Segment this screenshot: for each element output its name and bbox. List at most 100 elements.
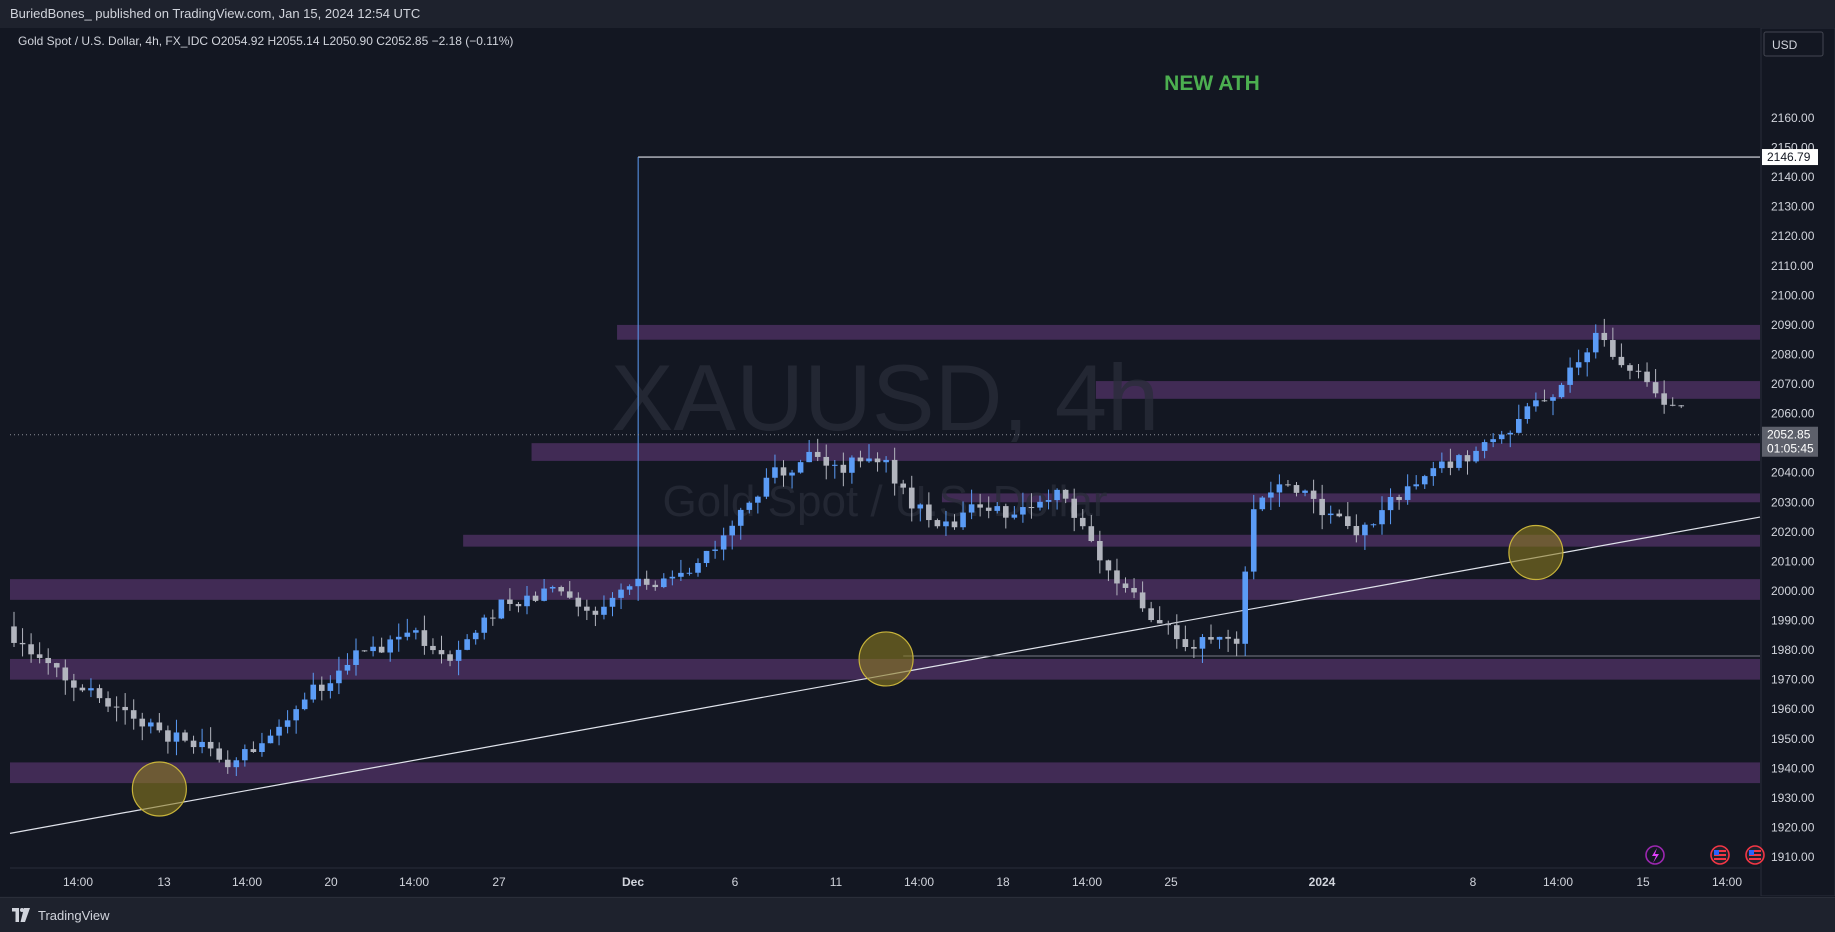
candle-body: [284, 720, 291, 727]
zone-4: [463, 534, 1760, 547]
candle-body: [900, 483, 906, 488]
candle-body: [113, 706, 120, 708]
candle-body: [1618, 356, 1625, 366]
candle-body: [1062, 489, 1069, 499]
candle-body: [823, 456, 830, 466]
candle-body: [729, 525, 735, 536]
candle-body: [951, 521, 958, 528]
candle-body: [558, 587, 564, 592]
candle-body: [1225, 636, 1231, 639]
candle-body: [1567, 367, 1573, 385]
candle-body: [1250, 509, 1257, 572]
y-tick-label: 2000.00: [1771, 584, 1815, 598]
price-scale[interactable]: 1910.00 1920.00 1930.00 1940.00 1950.00 1960.…: [1771, 111, 1815, 864]
candle-body: [1516, 419, 1522, 433]
candle-body: [1191, 647, 1197, 649]
lightning-icon[interactable]: [1645, 845, 1665, 865]
candle-body: [1550, 397, 1556, 401]
tradingview-logo[interactable]: TradingView: [10, 906, 110, 924]
candle-body: [1276, 484, 1283, 493]
candle-body: [421, 630, 428, 646]
candle-body: [746, 502, 753, 510]
touch-circles[interactable]: [131, 524, 1564, 817]
candle-body: [857, 457, 864, 462]
candle-body: [105, 698, 111, 707]
candle-body: [1079, 517, 1086, 527]
y-tick-label: 2010.00: [1771, 554, 1815, 568]
candle-body: [541, 588, 547, 601]
candle-body: [1105, 560, 1112, 571]
candle-body: [1054, 489, 1060, 501]
candle-body: [1345, 516, 1351, 527]
candle-body: [199, 741, 205, 748]
candle-body: [1353, 526, 1360, 536]
candle-body: [789, 472, 795, 476]
candle-body: [28, 644, 34, 655]
candle-body: [678, 572, 684, 577]
candle-body: [498, 599, 505, 619]
svg-text:2146.79: 2146.79: [1767, 150, 1811, 164]
y-tick-label: 2060.00: [1771, 407, 1815, 421]
candle-body: [216, 748, 222, 760]
candle-body: [130, 710, 137, 719]
candle-body: [609, 597, 616, 607]
candle-body: [438, 650, 445, 655]
candle-body: [1268, 492, 1274, 498]
candle-body: [378, 646, 385, 653]
candle-body: [960, 512, 966, 528]
y-tick-label: 1960.00: [1771, 702, 1815, 716]
touch-circle-1: [858, 631, 914, 687]
price-scale-panel[interactable]: [1760, 28, 1835, 896]
y-tick-label: 2090.00: [1771, 318, 1815, 332]
candle-body: [361, 650, 368, 652]
candle-body: [1071, 498, 1077, 518]
candle-body: [977, 504, 983, 508]
candle-body: [1396, 496, 1402, 500]
candle-body: [1131, 587, 1137, 593]
x-tick-label: 15: [1636, 875, 1650, 889]
candle-body: [1028, 507, 1035, 509]
chart-area[interactable]: XAUUSD, 4h Gold Spot / U.S. Dollar Gold …: [0, 28, 1835, 896]
candle-body: [1156, 620, 1163, 624]
x-tick-label: 25: [1164, 875, 1178, 889]
candle-body: [1310, 490, 1317, 499]
y-tick-label: 2140.00: [1771, 170, 1815, 184]
candle-body: [1199, 637, 1206, 649]
candle-body: [840, 464, 847, 473]
y-tick-label: 2100.00: [1771, 288, 1815, 302]
currency-selector[interactable]: USD: [1763, 31, 1824, 57]
candle-body: [695, 563, 701, 573]
candle-body: [344, 664, 351, 671]
us-flag-event-icon-2[interactable]: [1745, 845, 1765, 865]
svg-text:2052.85: 2052.85: [1767, 428, 1811, 442]
candle-body: [455, 649, 462, 661]
candle-body: [584, 606, 590, 611]
candle-body: [36, 654, 43, 658]
price-chart[interactable]: XAUUSD, 4h Gold Spot / U.S. Dollar Gold …: [0, 28, 1835, 896]
ath-price-label: 2146.79: [1762, 149, 1818, 166]
y-tick-label: 1980.00: [1771, 643, 1815, 657]
candle-body: [1439, 461, 1445, 469]
candle-body: [1644, 371, 1650, 383]
x-tick-label: 13: [157, 875, 171, 889]
candle-body: [1208, 637, 1214, 640]
publisher-bar: BuriedBones_ published on TradingView.co…: [0, 0, 1835, 29]
y-tick-label: 2130.00: [1771, 200, 1815, 214]
candle-body: [934, 520, 941, 527]
us-flag-event-icon[interactable]: [1710, 845, 1730, 865]
new-ath-annotation[interactable]: NEW ATH: [1164, 72, 1260, 95]
zone-1: [1095, 381, 1760, 399]
time-axis[interactable]: 14:00 13 14:00 20 14:00 27 Dec 6 11 14:00 18 14:00 2…: [10, 867, 1760, 889]
candle-body: [1481, 442, 1488, 451]
candle-body: [1610, 340, 1616, 357]
candle-body: [943, 521, 949, 527]
x-tick-label: 8: [1470, 875, 1477, 889]
last-price-label: 2052.85 01:05:45: [1762, 426, 1818, 457]
candle-body: [1302, 490, 1308, 493]
candle-body: [661, 578, 667, 588]
candle-body: [1003, 506, 1009, 518]
watermark: XAUUSD, 4h Gold Spot / U.S. Dollar: [611, 345, 1160, 526]
candle-body: [490, 617, 496, 619]
candle-body: [524, 595, 530, 607]
candle-body: [139, 718, 146, 727]
